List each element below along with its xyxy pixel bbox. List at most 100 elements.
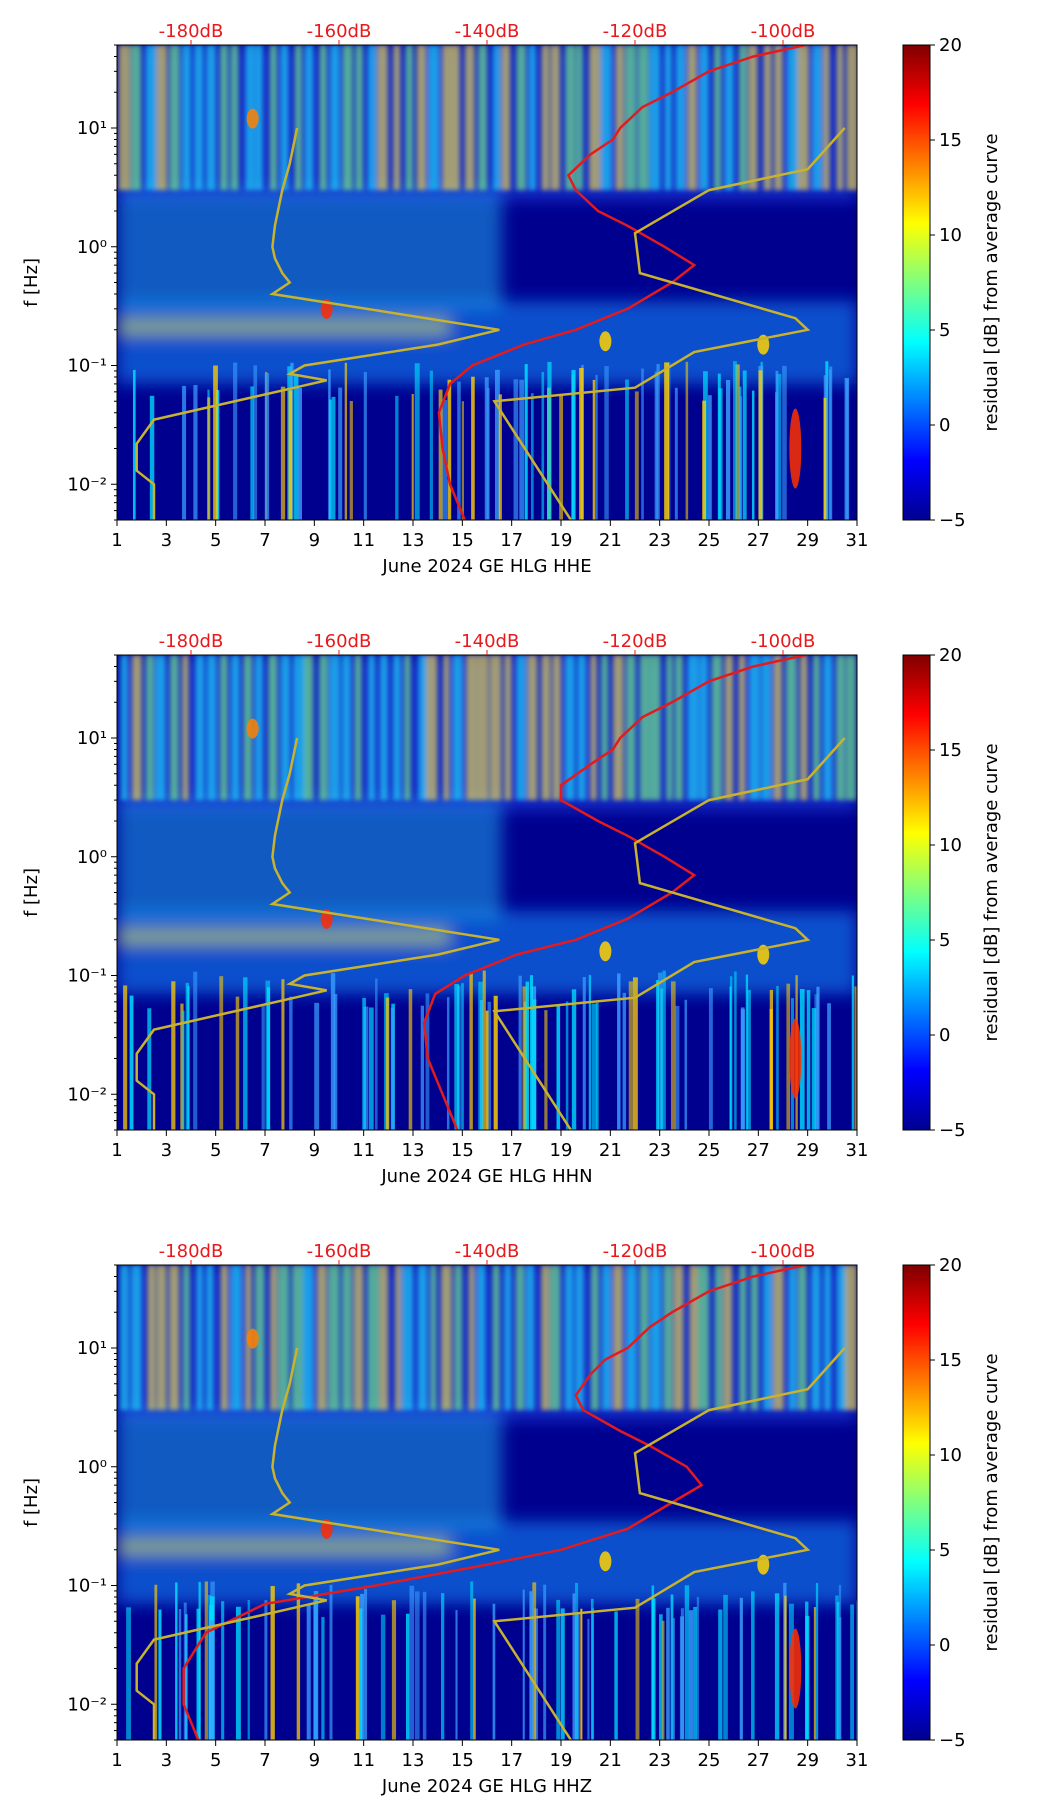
day-stripe (393, 45, 401, 191)
colorbar-tick-label: 10 (939, 225, 962, 246)
day-stripe (231, 655, 240, 801)
day-stripe (590, 655, 597, 801)
x-tick-label: 3 (161, 1140, 172, 1161)
day-stripe (739, 1265, 747, 1411)
day-stripe (714, 1265, 723, 1411)
spike (482, 970, 486, 1130)
mid-band (117, 190, 502, 309)
spike (707, 395, 712, 520)
spike (693, 1606, 698, 1740)
day-stripe (811, 1265, 821, 1411)
high-noise-model-curve (492, 737, 846, 1130)
day-stripe (687, 45, 698, 191)
x-axis-label: June 2024 GE HLG HHZ (381, 1776, 592, 1797)
day-stripe (774, 45, 783, 191)
spike (183, 1602, 187, 1740)
x-tick-label: 29 (796, 1750, 819, 1771)
y-tick-label: 10⁻² (67, 1084, 107, 1105)
x-tick-label: 29 (796, 1140, 819, 1161)
spike (209, 1620, 215, 1740)
spike (776, 985, 779, 1130)
spike (725, 379, 731, 520)
day-stripe (612, 1265, 623, 1411)
low-freq-spikes (132, 361, 850, 520)
spike (359, 1608, 363, 1740)
day-stripe (492, 1265, 500, 1411)
spike (718, 1609, 723, 1740)
spike (470, 1581, 474, 1740)
spike (261, 1006, 265, 1130)
spike (395, 395, 399, 520)
x-tick-label: 21 (599, 530, 622, 551)
spike (591, 1003, 597, 1130)
mid-band (117, 1410, 502, 1529)
spike (221, 1601, 225, 1740)
spike (484, 377, 489, 520)
day-stripe (797, 45, 810, 191)
spike (492, 1603, 496, 1740)
spike (571, 989, 577, 1130)
event-blob (789, 1628, 802, 1709)
x-tick-label: 9 (309, 530, 320, 551)
spike (457, 381, 461, 520)
spike (447, 379, 452, 520)
spike (776, 374, 782, 520)
day-stripe (452, 45, 460, 191)
day-stripe (392, 655, 402, 801)
x-tick-label: 1 (111, 1750, 122, 1771)
microseism-band (117, 1520, 857, 1604)
day-stripe (478, 45, 488, 191)
x-tick-label: 19 (550, 530, 573, 551)
spike (385, 997, 390, 1130)
day-stripe (675, 655, 683, 801)
x-tick-label: 1 (111, 530, 122, 551)
day-stripe (748, 45, 758, 191)
x-tick-label: 15 (451, 1140, 474, 1161)
spike (702, 400, 706, 520)
colorbar-tick-label: −5 (939, 1730, 966, 1751)
event-blob (789, 1018, 802, 1099)
spike (235, 996, 240, 1130)
top-db-label: -160dB (307, 1241, 372, 1262)
day-stripe (773, 655, 783, 801)
spike (544, 1010, 548, 1130)
spike (532, 999, 537, 1130)
x-tick-label: 11 (352, 530, 375, 551)
x-tick-label: 13 (402, 530, 425, 551)
microseism-peak (117, 928, 450, 946)
spike (667, 362, 671, 520)
spike (331, 396, 336, 520)
day-stripe (155, 655, 166, 801)
day-stripe (417, 1265, 428, 1411)
spike (363, 372, 367, 520)
day-stripe (426, 655, 438, 801)
spike (473, 1598, 476, 1740)
spike (375, 978, 378, 1130)
x-tick-label: 5 (210, 530, 221, 551)
spike (739, 1597, 743, 1740)
x-tick-label: 5 (210, 1750, 221, 1771)
day-stripe (613, 655, 624, 801)
x-tick-label: 23 (648, 1140, 671, 1161)
colorbar-label: residual [dB] from average curve (981, 133, 1002, 431)
day-stripe (699, 655, 708, 801)
day-stripe (452, 655, 463, 801)
day-stripe (650, 1265, 662, 1411)
day-stripe (541, 45, 550, 191)
colorbar-tick-label: 20 (939, 1255, 962, 1276)
spike (850, 1604, 854, 1740)
spike (592, 379, 596, 520)
spike (132, 370, 136, 520)
spike (590, 1598, 594, 1740)
spike (628, 981, 633, 1130)
spike (666, 1607, 670, 1740)
high-noise-model-curve (492, 1347, 846, 1740)
day-stripe (440, 1265, 452, 1411)
x-tick-label: 9 (309, 1750, 320, 1771)
spike (171, 981, 176, 1130)
spike (684, 1585, 690, 1740)
day-stripe (526, 1265, 535, 1411)
spike (560, 1608, 565, 1740)
spike (123, 985, 128, 1130)
x-axis: 1 3 5 7 9 11 13 15 17 19 21 23 25 27 29 31 (111, 520, 868, 551)
